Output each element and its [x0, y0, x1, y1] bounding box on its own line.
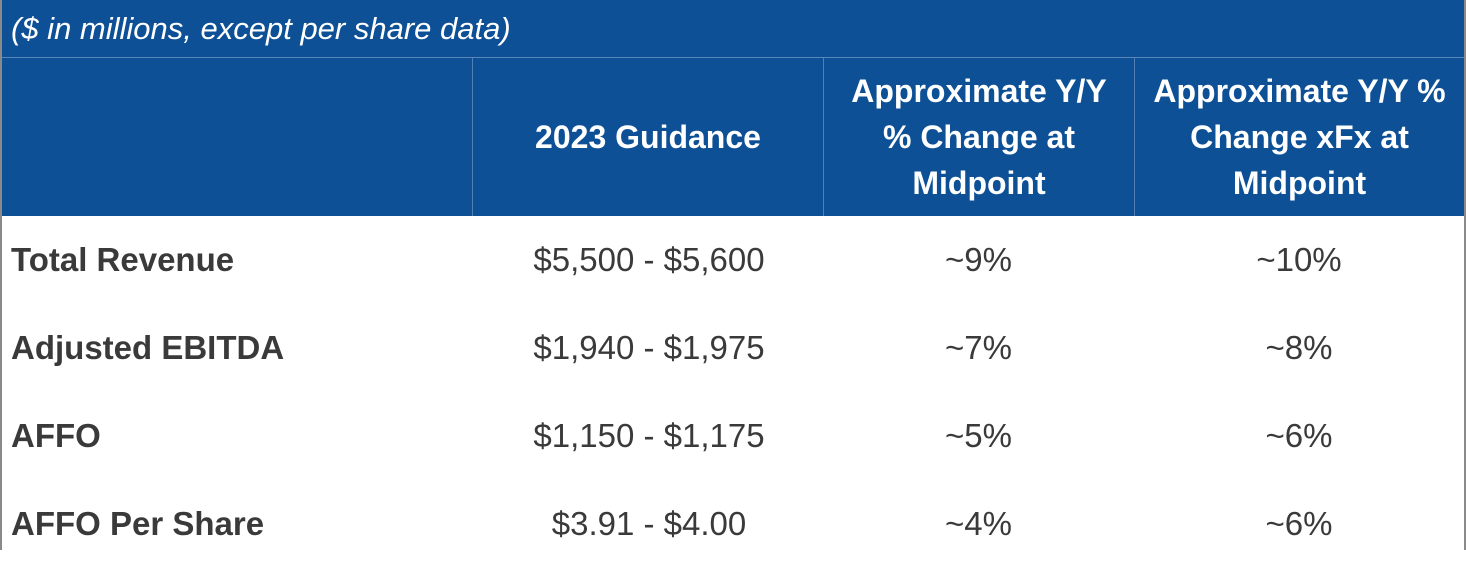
guidance-table: ($ in millions, except per share data) 2… [0, 0, 1466, 550]
header-change-xfx-line-2: Change xFx at [1190, 119, 1409, 155]
header-guidance-text: 2023 Guidance [535, 119, 761, 155]
row-change-xfx: ~6% [1265, 505, 1333, 542]
row-label: Adjusted EBITDA [11, 329, 285, 366]
table-row-affo: AFFO $1,150 - $1,175 ~5% ~6% [2, 392, 1464, 480]
header-cell-label [2, 58, 472, 216]
row-change: ~7% [945, 329, 1012, 366]
table-header-row: 2023 Guidance Approximate Y/Y % Change a… [2, 58, 1464, 216]
row-guidance: $1,940 - $1,975 [533, 329, 765, 366]
header-cell-change-midpoint: Approximate Y/Y % Change at Midpoint [823, 58, 1134, 216]
header-change-midpoint-text: Approximate Y/Y % Change at Midpoint [851, 68, 1106, 206]
row-change-xfx: ~6% [1265, 417, 1333, 454]
row-change: ~9% [945, 241, 1012, 278]
row-guidance: $1,150 - $1,175 [533, 417, 765, 454]
header-cell-guidance: 2023 Guidance [472, 58, 823, 216]
header-change-midpoint-line-3: Midpoint [912, 165, 1046, 201]
row-change: ~4% [945, 505, 1012, 542]
row-change-xfx: ~8% [1265, 329, 1333, 366]
table-row-adjusted-ebitda: Adjusted EBITDA $1,940 - $1,975 ~7% ~8% [2, 304, 1464, 392]
header-change-midpoint-line-2: % Change at [882, 119, 1075, 155]
row-label: Total Revenue [11, 241, 235, 278]
row-label: AFFO [11, 417, 101, 454]
header-change-xfx-line-3: Midpoint [1232, 165, 1367, 201]
header-cell-change-xfx: Approximate Y/Y % Change xFx at Midpoint [1134, 58, 1464, 216]
header-change-xfx-text: Approximate Y/Y % Change xFx at Midpoint [1153, 68, 1445, 206]
row-guidance: $5,500 - $5,600 [533, 241, 765, 278]
row-guidance: $3.91 - $4.00 [551, 505, 747, 542]
header-change-midpoint-line-1: Approximate Y/Y [851, 73, 1107, 109]
header-change-xfx-line-1: Approximate Y/Y % [1153, 73, 1446, 109]
table-row-total-revenue: Total Revenue $5,500 - $5,600 ~9% ~10% [2, 216, 1464, 304]
row-change-xfx: ~10% [1256, 241, 1342, 278]
row-label: AFFO Per Share [11, 505, 265, 542]
row-change: ~5% [945, 417, 1012, 454]
table-row-affo-per-share: AFFO Per Share $3.91 - $4.00 ~4% ~6% [2, 480, 1464, 568]
table-caption: ($ in millions, except per share data) [2, 0, 1464, 58]
